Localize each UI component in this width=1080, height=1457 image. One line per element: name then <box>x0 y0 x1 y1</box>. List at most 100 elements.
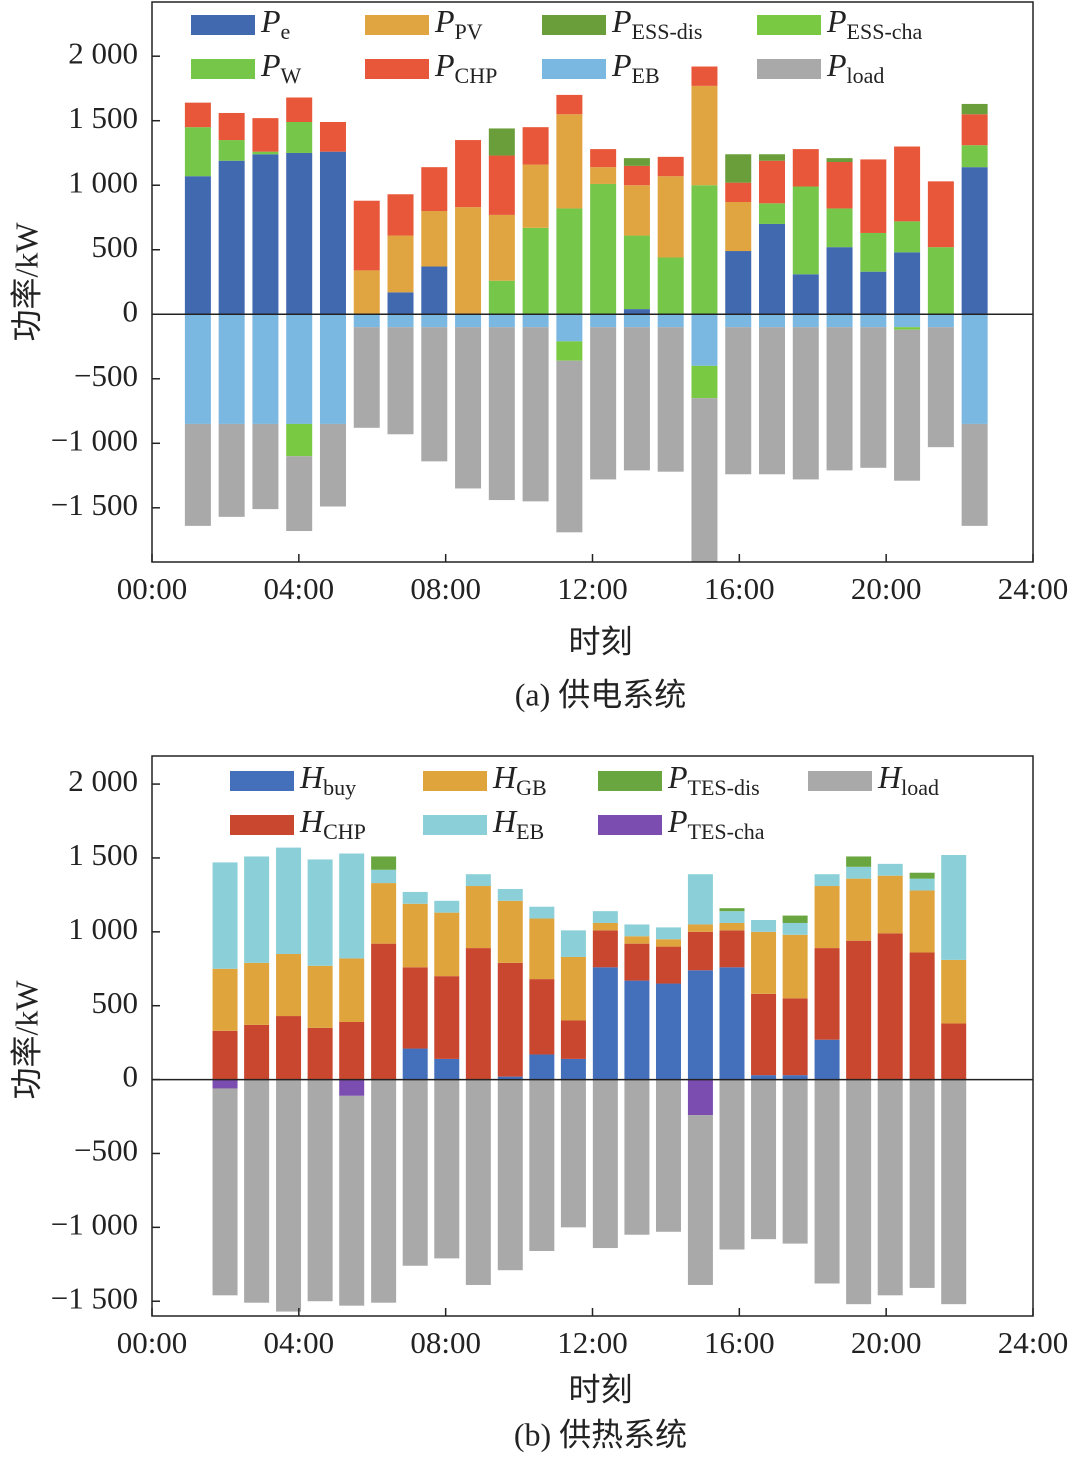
bar-segment <box>846 866 872 879</box>
bar-segment <box>894 221 921 253</box>
bar-segment <box>657 327 684 472</box>
legend-main: P <box>434 47 455 83</box>
legend-label: PPV <box>434 3 483 44</box>
bar-segment <box>655 946 681 984</box>
bar-segment <box>623 314 650 328</box>
bar-segment <box>961 423 988 526</box>
bar-segment <box>556 94 583 115</box>
bar-segment <box>691 365 718 399</box>
legend-label: PTES-cha <box>667 803 765 844</box>
bar-segment <box>218 423 245 517</box>
bar-segment <box>286 97 313 122</box>
bar-segment <box>212 1079 238 1089</box>
bar-segment <box>846 856 872 867</box>
legend-label: HGB <box>492 759 547 800</box>
bar-segment <box>218 160 245 315</box>
bar-segment <box>814 886 840 949</box>
legend-label: HCHP <box>299 803 366 844</box>
bar-segment <box>725 154 752 183</box>
caption: (a) 供电系统 <box>515 676 687 712</box>
x-tick-label: 20:00 <box>851 1325 922 1360</box>
bar-segment <box>218 112 245 141</box>
bar-segment <box>556 341 583 361</box>
bar-segment <box>961 314 988 424</box>
bar-segment <box>353 314 380 328</box>
bar-segment <box>719 1079 745 1250</box>
bar-segment <box>276 1079 302 1312</box>
legend-sub: load <box>847 63 885 88</box>
bar-segment <box>909 1079 935 1288</box>
bar-segment <box>792 327 819 480</box>
y-tick-label: 2 000 <box>68 763 138 798</box>
legend-item: Hload <box>808 759 939 800</box>
bar-segment <box>846 878 872 941</box>
bar-segment <box>488 155 515 215</box>
bar-segment <box>184 423 211 526</box>
bar-segment <box>421 167 448 212</box>
bar-segment <box>655 939 681 947</box>
bar-segment <box>402 1079 428 1266</box>
bar-segment <box>556 114 583 209</box>
legend-label: Pe <box>260 3 290 44</box>
bar-segment <box>877 1079 903 1296</box>
bar-segment <box>402 891 428 904</box>
legend-sub: CHP <box>455 63 498 88</box>
bar-segment <box>488 214 515 281</box>
bar-segment <box>751 1079 777 1240</box>
bar-segment <box>759 223 786 315</box>
legend-item: Hbuy <box>230 759 356 800</box>
bar-segment <box>319 423 346 507</box>
bar-segment <box>434 1058 460 1080</box>
bar-segment <box>655 1079 681 1232</box>
bar-segment <box>751 1075 777 1080</box>
y-tick-label: −1 000 <box>51 1206 138 1241</box>
bar-segment <box>465 948 491 1080</box>
legend-sub: load <box>901 775 939 800</box>
legend-main: P <box>611 47 632 83</box>
x-tick-label: 00:00 <box>117 571 188 606</box>
bar-segment <box>792 186 819 275</box>
bar-segment <box>687 924 713 932</box>
bar-segment <box>184 314 211 424</box>
legend-swatch <box>230 815 294 835</box>
legend-item: HCHP <box>230 803 366 844</box>
bar-segment <box>286 314 313 424</box>
y-axis-label: 功率/kW <box>8 222 44 342</box>
legend-item: PESS-cha <box>757 3 923 44</box>
bar-segment <box>657 314 684 328</box>
bar-segment <box>860 271 887 315</box>
bar-segment <box>719 967 745 1080</box>
legend-swatch <box>230 771 294 791</box>
x-tick-label: 08:00 <box>410 1325 481 1360</box>
bar-segment <box>556 360 583 533</box>
bar-segment <box>455 140 482 208</box>
legend-label: PTES-dis <box>667 759 760 800</box>
bar-segment <box>792 149 819 187</box>
bar-segment <box>623 158 650 166</box>
bar-segment <box>792 314 819 328</box>
bar-segment <box>488 327 515 501</box>
bar-segment <box>860 232 887 272</box>
bar-segment <box>623 235 650 310</box>
bar-segment <box>339 1095 365 1306</box>
legend-sub: PV <box>455 19 483 44</box>
bar-segment <box>592 967 618 1080</box>
bar-segment <box>759 203 786 224</box>
bar-segment <box>719 911 745 923</box>
bar-segment <box>421 266 448 315</box>
bar-segment <box>184 176 211 315</box>
legend-sub: TES-dis <box>688 775 760 800</box>
bar-segment <box>276 1016 302 1080</box>
bar-segment <box>691 185 718 315</box>
legend-item: PPV <box>365 3 483 44</box>
bar-segment <box>307 859 333 966</box>
bar-segment <box>719 908 745 912</box>
bar-segment <box>782 934 808 999</box>
legend-main: P <box>667 759 688 795</box>
bar-segment <box>252 151 279 155</box>
bar-segment <box>319 314 346 424</box>
bar-segment <box>244 856 270 963</box>
bar-segment <box>319 122 346 152</box>
bar-segment <box>590 149 617 168</box>
